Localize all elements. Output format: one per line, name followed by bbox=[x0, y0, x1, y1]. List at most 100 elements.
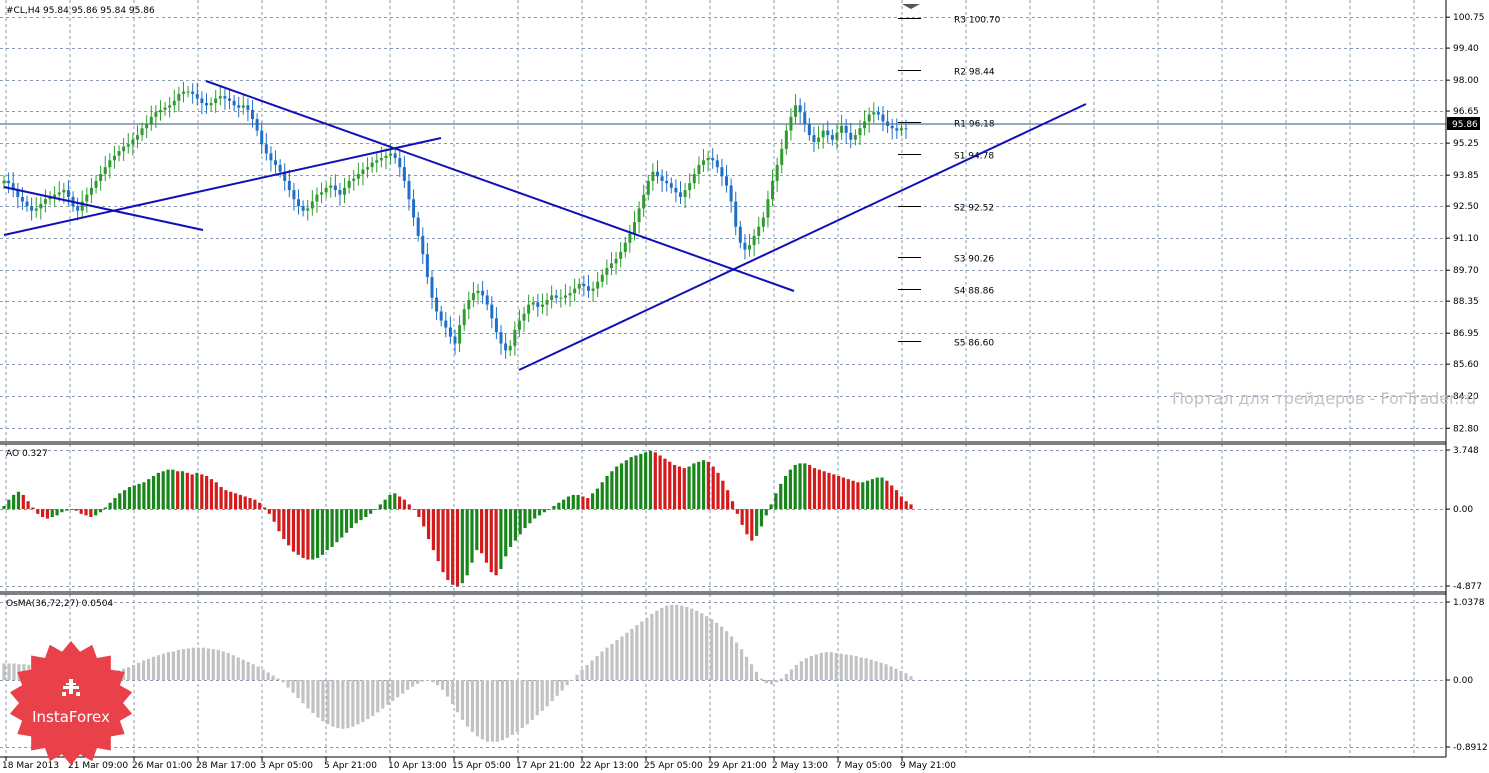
osma-bar bbox=[725, 631, 729, 681]
osma-bar bbox=[849, 655, 853, 681]
ao-bar bbox=[301, 509, 305, 558]
trendlines[interactable] bbox=[3, 80, 1087, 371]
trendline-1[interactable] bbox=[3, 186, 204, 231]
candle-body bbox=[757, 226, 761, 236]
osma-bar bbox=[465, 680, 470, 727]
candle-body bbox=[181, 91, 185, 94]
candle-body bbox=[798, 105, 802, 113]
ao-bar bbox=[200, 474, 204, 510]
ao-bar bbox=[460, 509, 464, 584]
time-axis-label: 26 Mar 01:00 bbox=[132, 761, 192, 771]
candle-body bbox=[522, 313, 526, 321]
ao-bar bbox=[12, 494, 16, 510]
ao-bar bbox=[566, 496, 571, 510]
candle-body bbox=[540, 304, 544, 307]
ao-bar bbox=[209, 479, 214, 510]
ao-bar bbox=[233, 493, 238, 510]
candle-body bbox=[692, 174, 696, 184]
candle-body bbox=[738, 226, 742, 243]
osma-axis-label: 0.00 bbox=[1453, 676, 1473, 686]
candle-body bbox=[62, 190, 66, 193]
osma-bar bbox=[430, 680, 435, 683]
trendline-3[interactable] bbox=[205, 80, 795, 292]
osma-bar bbox=[301, 680, 305, 704]
ao-bar bbox=[615, 466, 619, 510]
time-axis-label: 25 Apr 05:00 bbox=[644, 761, 703, 771]
ao-bar bbox=[369, 509, 373, 514]
candle-body bbox=[366, 167, 370, 170]
osma-bar bbox=[326, 680, 330, 725]
ao-bar bbox=[701, 460, 706, 510]
osma-bar bbox=[759, 678, 764, 681]
ao-bar bbox=[634, 455, 638, 510]
time-axis-label: 15 Apr 05:00 bbox=[452, 761, 511, 771]
candle-body bbox=[458, 325, 462, 344]
ao-bar bbox=[417, 509, 421, 517]
candle-body bbox=[306, 208, 310, 211]
ao-bar bbox=[412, 509, 416, 510]
ao-bar bbox=[84, 509, 88, 516]
osma-axis[interactable]: 1.0378 0.00 -0.8912 bbox=[1453, 598, 1488, 753]
osma-bar bbox=[710, 619, 714, 681]
ao-bar bbox=[31, 507, 35, 510]
osma-bar bbox=[570, 680, 574, 681]
candle-body bbox=[609, 263, 613, 268]
osma-bar bbox=[744, 656, 749, 681]
osma-bar bbox=[585, 664, 589, 681]
candle-body bbox=[274, 160, 278, 165]
time-axis[interactable]: 18 Mar 2013 21 Mar 09:00 26 Mar 01:00 28 Ma… bbox=[2, 761, 956, 771]
ao-bar bbox=[894, 490, 899, 510]
ao-bar bbox=[644, 452, 648, 510]
osma-bar bbox=[605, 647, 609, 681]
ao-bar bbox=[306, 509, 310, 560]
candle-body bbox=[476, 290, 480, 294]
candle-body bbox=[209, 103, 213, 106]
ao-bar bbox=[74, 509, 78, 511]
price-axis[interactable]: 100.75 99.40 98.00 96.65 95.25 93.85 92.50 91.1… bbox=[1453, 13, 1485, 434]
ao-bar bbox=[258, 502, 262, 510]
chart-shift-marker-icon[interactable] bbox=[902, 4, 920, 9]
ao-grid bbox=[0, 444, 1446, 592]
pivot-level-label: S2 92.52 bbox=[954, 204, 994, 214]
candle-body bbox=[826, 130, 830, 136]
candle-body bbox=[729, 185, 733, 202]
time-axis-label: 5 Apr 21:00 bbox=[324, 761, 377, 771]
osma-bar bbox=[700, 613, 704, 681]
ao-bar bbox=[812, 468, 817, 510]
trendline-4[interactable] bbox=[518, 103, 1087, 371]
candle-body bbox=[416, 217, 420, 236]
candle-body bbox=[108, 160, 112, 168]
trendline-2[interactable] bbox=[3, 137, 442, 236]
candle-body bbox=[508, 345, 512, 351]
ao-bar bbox=[248, 498, 252, 510]
ao-axis-label: -4.877 bbox=[1453, 582, 1482, 592]
candle-body bbox=[361, 169, 365, 175]
ao-bar bbox=[36, 509, 40, 514]
ao-bar bbox=[2, 505, 6, 510]
osma-bar bbox=[545, 680, 549, 707]
candle-body bbox=[789, 116, 793, 131]
ao-bar bbox=[706, 461, 710, 510]
osma-bar bbox=[341, 680, 345, 729]
candle-body bbox=[596, 281, 600, 289]
osma-bar bbox=[480, 680, 485, 740]
candle-body bbox=[25, 201, 29, 207]
ao-axis[interactable]: 3.748 0.00 -4.877 bbox=[1453, 446, 1482, 592]
ao-bar bbox=[465, 509, 469, 576]
candle-body bbox=[715, 160, 719, 168]
ao-bar bbox=[571, 494, 575, 510]
ao-bar bbox=[455, 509, 460, 587]
ao-bar bbox=[581, 496, 585, 510]
osma-bar bbox=[376, 680, 380, 713]
osma-bar bbox=[754, 671, 759, 681]
osma-bar bbox=[650, 613, 654, 681]
candle-body bbox=[775, 164, 779, 181]
candle-body bbox=[536, 302, 540, 307]
ao-bar bbox=[716, 472, 720, 510]
ao-bar bbox=[282, 509, 286, 540]
candle-body bbox=[655, 171, 659, 177]
price-axis-label: 91.10 bbox=[1453, 234, 1479, 244]
osma-bar bbox=[306, 680, 310, 709]
ao-bar bbox=[123, 490, 127, 510]
